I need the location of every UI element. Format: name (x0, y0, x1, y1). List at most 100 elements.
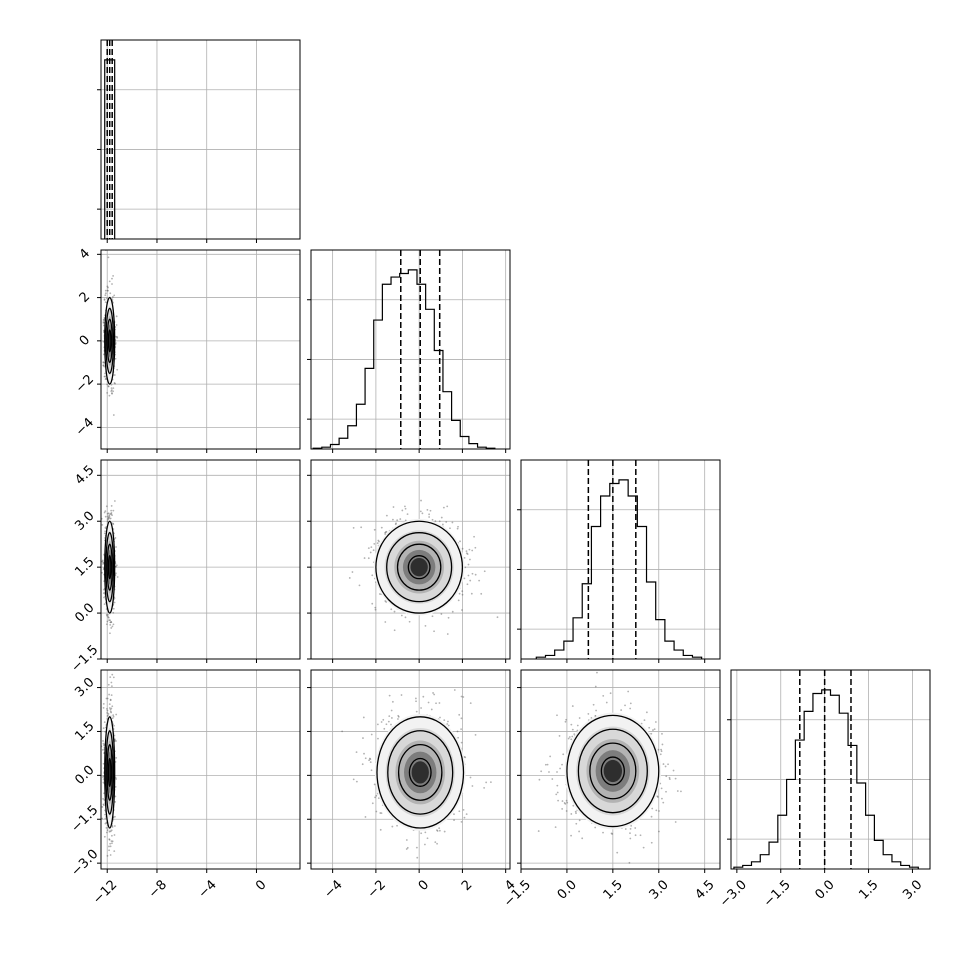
scatter-point (112, 676, 115, 679)
scatter-point (102, 361, 105, 364)
scatter-point (415, 846, 418, 849)
scatter-point (109, 830, 112, 833)
scatter-point (116, 336, 119, 339)
x-tick-label: −3.0 (717, 877, 750, 910)
scatter-point (446, 723, 449, 725)
y-tick-label: 4 (77, 246, 93, 262)
scatter-point (629, 832, 631, 835)
scatter-point (107, 517, 110, 520)
scatter-point (360, 526, 363, 529)
scatter-point (115, 324, 118, 326)
scatter-point (387, 720, 390, 723)
scatter-point (109, 676, 112, 679)
scatter-point (462, 696, 465, 698)
scatter-point (103, 721, 106, 724)
scatter-point (380, 526, 383, 529)
scatter-point (103, 744, 105, 747)
contour-line (106, 318, 113, 364)
scatter-point (661, 732, 663, 735)
x-tick-label: −8 (146, 877, 170, 901)
scatter-point (103, 319, 105, 321)
scatter-point (116, 335, 118, 338)
scatter-point (680, 790, 682, 793)
contour-line (386, 532, 453, 603)
scatter-point (109, 632, 111, 635)
joint-content (101, 500, 119, 635)
scatter-point (416, 856, 419, 859)
scatter-point (594, 826, 597, 829)
scatter-point (436, 842, 438, 845)
scatter-point (461, 547, 464, 550)
scatter-point (113, 834, 116, 836)
scatter-point (433, 693, 436, 696)
contour-line (105, 532, 115, 603)
contour-line (396, 543, 442, 591)
x-tick-label: −12 (90, 877, 120, 907)
scatter-point (110, 627, 113, 629)
x-tick-label: 3.0 (647, 877, 672, 902)
scatter-point (382, 718, 385, 721)
scatter-point (469, 702, 472, 705)
scatter-point (109, 698, 112, 701)
scatter-point (114, 342, 117, 344)
scatter-point (395, 522, 397, 525)
scatter-point (629, 837, 632, 840)
scatter-point (110, 621, 113, 624)
scatter-point (453, 819, 455, 821)
scatter-point (363, 557, 366, 559)
histogram-step (733, 689, 919, 869)
scatter-point (561, 808, 564, 810)
scatter-point (496, 616, 499, 619)
scatter-point (115, 572, 117, 575)
scatter-point (379, 828, 382, 831)
scatter-point (107, 512, 110, 515)
scatter-point (114, 815, 116, 818)
scatter-point (460, 741, 463, 744)
scatter-point (426, 508, 429, 511)
scatter-point (115, 546, 117, 548)
scatter-point (594, 714, 597, 717)
scatter-point (440, 613, 443, 615)
scatter-point (447, 724, 450, 727)
scatter-point (106, 709, 109, 712)
scatter-point (396, 519, 399, 522)
scatter-point (456, 730, 459, 733)
scatter-point (420, 832, 423, 835)
scatter-point (384, 531, 387, 534)
scatter-point (630, 824, 633, 827)
scatter-point (110, 834, 113, 837)
scatter-point (414, 697, 417, 700)
scatter-point (393, 629, 396, 632)
scatter-point (103, 532, 106, 535)
scatter-point (106, 391, 109, 394)
scatter-point (376, 542, 379, 545)
scatter-point (378, 593, 381, 595)
scatter-point (112, 414, 115, 416)
scatter-point (370, 546, 373, 549)
scatter-point (104, 822, 107, 825)
scatter-point (110, 387, 113, 389)
scatter-point (562, 753, 565, 756)
scatter-point (376, 723, 379, 726)
scatter-point (114, 357, 117, 360)
scatter-point (101, 806, 104, 808)
scatter-point (397, 714, 400, 717)
scatter-point (388, 694, 391, 697)
scatter-point (390, 717, 393, 719)
scatter-point (107, 385, 110, 388)
joint-panel-p0-p2: −1.5 0.0 1.5 3.0 4.5 (69, 459, 301, 675)
scatter-point (105, 821, 108, 824)
joint-panel-p2-p3: −1.5 0.0 1.5 3.0 4.5 (501, 669, 721, 910)
scatter-point (105, 831, 108, 834)
x-tick-label: −1.5 (761, 877, 794, 910)
scatter-point (650, 815, 653, 818)
scatter-point (457, 736, 460, 739)
scatter-point (101, 560, 104, 563)
scatter-point (446, 633, 449, 635)
scatter-point (480, 592, 483, 595)
scatter-point (397, 718, 399, 720)
scatter-point (113, 597, 116, 600)
scatter-point (458, 713, 461, 716)
scatter-point (460, 717, 463, 720)
scatter-point (107, 256, 110, 259)
